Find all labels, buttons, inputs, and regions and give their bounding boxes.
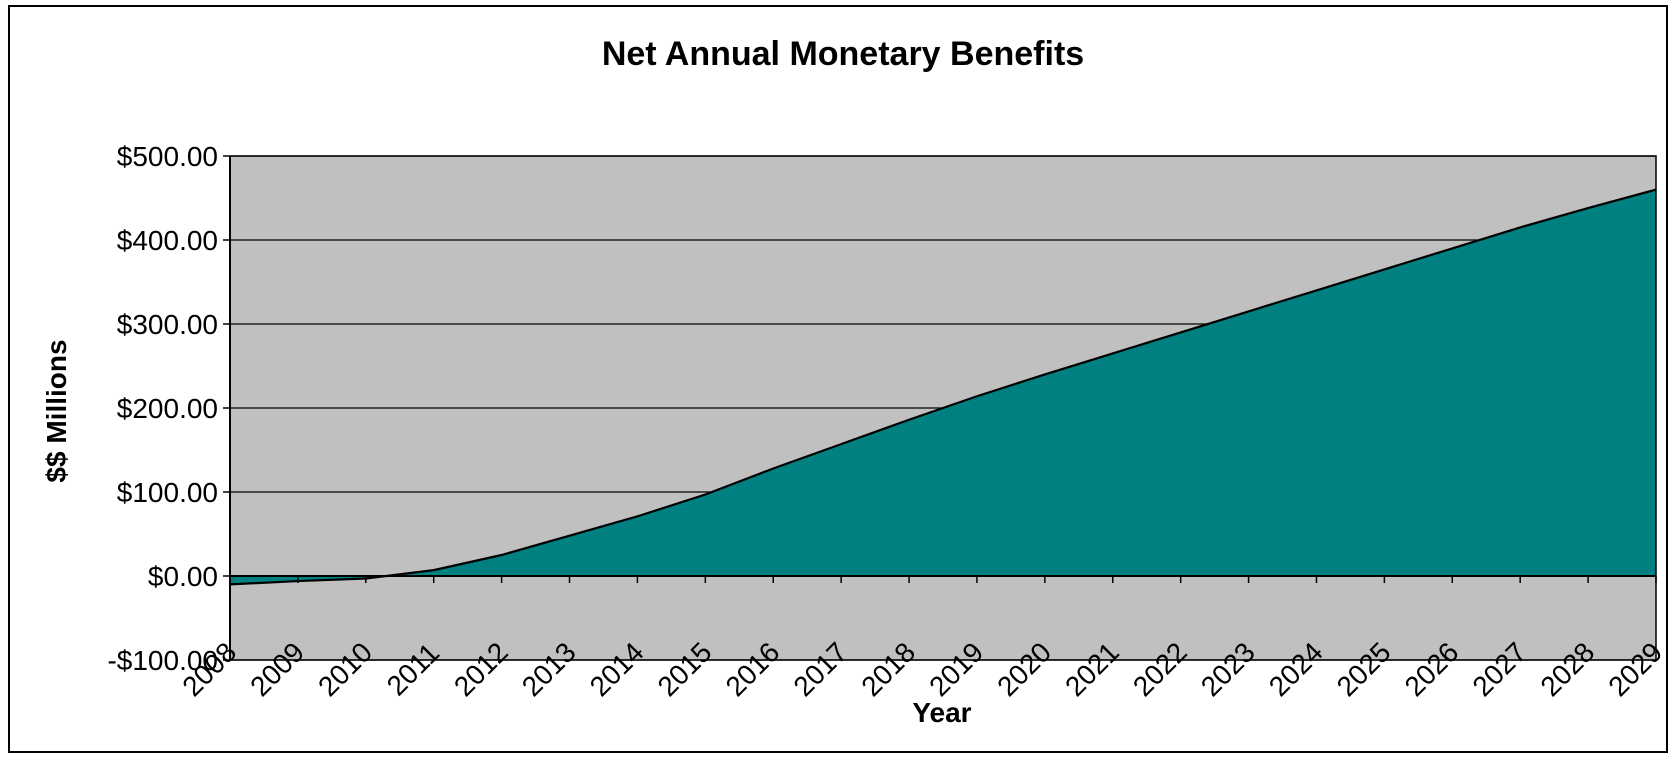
y-tick-label: $0.00 (148, 561, 218, 592)
data-point-2024 (1314, 288, 1318, 292)
y-tick-labels: $500.00 $400.00 $300.00 $200.00 $100.00 $0.00… (107, 141, 218, 676)
series-line (229, 188, 1657, 586)
y-tick-label: $500.00 (117, 141, 218, 172)
data-point-2021 (1111, 351, 1115, 355)
chart-title: Net Annual Monetary Benefits (602, 35, 1084, 73)
data-point-2015 (703, 493, 707, 497)
data-point-2013 (568, 534, 572, 538)
data-point-2028 (1586, 206, 1590, 210)
y-tick-label: $300.00 (117, 309, 218, 340)
data-point-2016 (771, 466, 775, 470)
data-point-2018 (907, 418, 911, 422)
data-point-2012 (500, 553, 504, 557)
y-tick-label: $100.00 (117, 477, 218, 508)
x-axis-label: Year (912, 697, 971, 728)
y-axis-label: $$ Millions (41, 339, 72, 482)
area-fill (230, 189, 1656, 585)
data-point-2011 (432, 568, 436, 572)
area-series (229, 188, 1657, 586)
axes (223, 155, 1657, 661)
data-point-2026 (1450, 246, 1454, 250)
data-point-2025 (1382, 267, 1386, 271)
data-point-2014 (635, 514, 639, 518)
data-point-2027 (1518, 225, 1522, 229)
data-point-2020 (1043, 372, 1047, 376)
data-point-2019 (975, 394, 979, 398)
data-point-2023 (1247, 309, 1251, 313)
y-tick-label: $400.00 (117, 225, 218, 256)
y-tick-label: -$100.00 (107, 645, 218, 676)
data-point-2017 (839, 442, 843, 446)
data-point-2022 (1179, 330, 1183, 334)
y-tick-label: $200.00 (117, 393, 218, 424)
